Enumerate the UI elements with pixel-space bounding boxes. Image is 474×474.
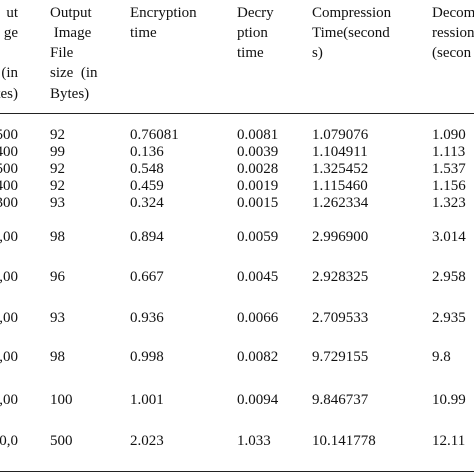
cell-text: 1.156 — [432, 178, 466, 194]
cell-text: 0.459 — [130, 178, 164, 194]
cell-text: ,00 — [0, 269, 18, 285]
cell-text: 0.0081 — [237, 127, 279, 143]
cell-text: 0.0094 — [237, 392, 279, 408]
cell-text: 0.894 — [130, 229, 164, 245]
cell-text: ,00 — [0, 229, 18, 245]
header-text: time — [130, 25, 157, 41]
cell-text: 0.667 — [130, 269, 164, 285]
cell-text: 12.11 — [432, 433, 466, 449]
cell-text: 1.115460 — [312, 178, 368, 194]
cell-text: 0.0045 — [237, 269, 279, 285]
cell-text: ,00 — [0, 349, 18, 365]
cell-text: 0.548 — [130, 161, 164, 177]
cell-text: 0.76081 — [130, 127, 179, 143]
cell-text: 92 — [50, 161, 65, 177]
cell-text: 400 — [0, 178, 18, 194]
cell-text: 93 — [50, 195, 65, 211]
cell-text: 0.0082 — [237, 349, 279, 365]
header-text: (in — [1, 65, 18, 81]
header-text: (secon — [432, 45, 472, 61]
header-text: Image — [50, 25, 92, 41]
cell-text: 0.0066 — [237, 310, 279, 326]
cell-text: 10.141778 — [312, 433, 376, 449]
header-text: ression — [432, 25, 474, 41]
header-text: Compression — [312, 5, 392, 21]
cell-text: 1.090 — [432, 127, 466, 143]
header-text: Decom — [432, 5, 474, 21]
cell-text: 9.846737 — [312, 392, 369, 408]
cell-text: 2.958 — [432, 269, 466, 285]
cell-text: 2.023 — [130, 433, 164, 449]
cell-text: 96 — [50, 269, 65, 285]
header-text: ge — [3, 25, 18, 41]
cell-text: ,00 — [0, 392, 18, 408]
cell-text: 2.709533 — [312, 310, 369, 326]
cell-text: 9.8 — [432, 349, 451, 365]
header-text: ption — [237, 25, 268, 41]
cell-text: 99 — [50, 144, 65, 160]
header-text: Encryption — [130, 5, 197, 21]
cell-text: 2.935 — [432, 310, 466, 326]
cell-text: 0.324 — [130, 195, 164, 211]
cell-text: 400 — [0, 144, 18, 160]
cell-text: 1.079076 — [312, 127, 369, 143]
cell-text: 0.0028 — [237, 161, 279, 177]
cell-text: 1.113 — [432, 144, 466, 160]
header-text: s) — [312, 45, 323, 61]
cell-text: 1.262334 — [312, 195, 369, 211]
cell-text: 300 — [0, 195, 18, 211]
cell-text: 0,0 — [0, 433, 18, 449]
bottom-rule — [0, 471, 474, 472]
cell-text: 0.0019 — [237, 178, 279, 194]
header-text: Decry — [237, 5, 274, 21]
cell-text: 2.996900 — [312, 229, 369, 245]
cell-text: 1.537 — [432, 161, 466, 177]
cell-text: 3.014 — [432, 229, 466, 245]
cell-text: 1.323 — [432, 195, 466, 211]
cell-text: 500 — [0, 161, 18, 177]
cell-text: ,00 — [0, 310, 18, 326]
cell-text: 1.033 — [237, 433, 271, 449]
cell-text: 0.0039 — [237, 144, 279, 160]
cell-text: 0.936 — [130, 310, 164, 326]
cell-text: 1.325452 — [312, 161, 369, 177]
header-text: tes) — [0, 86, 18, 102]
cell-text: 0.136 — [130, 144, 164, 160]
header-rule — [0, 113, 474, 114]
cell-text: 9.729155 — [312, 349, 369, 365]
cell-text: 98 — [50, 349, 65, 365]
cell-text: 2.928325 — [312, 269, 369, 285]
header-text: File — [50, 45, 74, 61]
cell-text: 92 — [50, 178, 65, 194]
header-text: Output — [50, 5, 92, 21]
cell-text: 100 — [50, 392, 73, 408]
cell-text: 1.104911 — [312, 144, 368, 160]
header-text: time — [237, 45, 264, 61]
cell-text: 93 — [50, 310, 65, 326]
header-text: Time(second — [312, 25, 390, 41]
cell-text: 92 — [50, 127, 65, 143]
cell-text: 98 — [50, 229, 65, 245]
header-text: size (in — [50, 65, 98, 81]
header-text: ut — [6, 5, 18, 21]
header-text: Bytes) — [50, 86, 90, 102]
cell-text: 1.001 — [130, 392, 164, 408]
cell-text: 500 — [0, 127, 18, 143]
cell-text: 0.0059 — [237, 229, 279, 245]
cell-text: 0.998 — [130, 349, 164, 365]
cell-text: 0.0015 — [237, 195, 279, 211]
cell-text: 500 — [50, 433, 73, 449]
cell-text: 10.99 — [432, 392, 466, 408]
